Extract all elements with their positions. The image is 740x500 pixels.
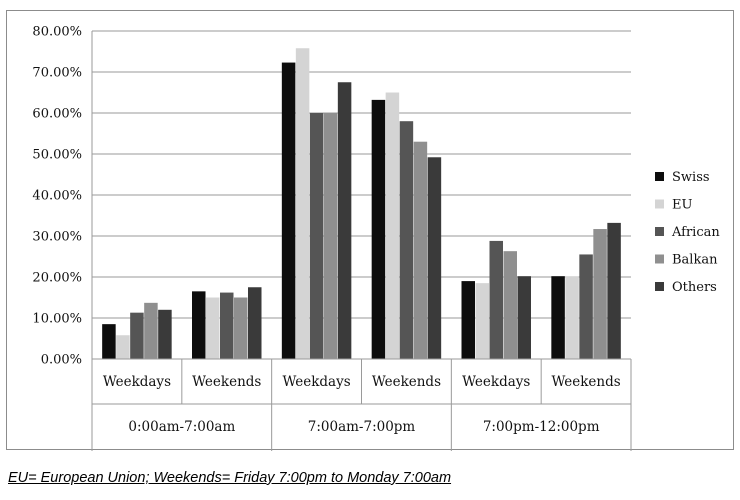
bar-swiss-5	[551, 276, 565, 359]
y-tick-label: 30.00%	[32, 230, 82, 245]
x-category-label: Weekdays	[282, 374, 350, 390]
bar-eu-0	[116, 335, 130, 359]
y-tick-label: 70.00%	[32, 66, 82, 81]
x-category-label: Weekends	[192, 374, 261, 390]
legend-swatch-african	[655, 227, 664, 236]
bar-african-5	[579, 254, 593, 359]
y-tick-label: 80.00%	[32, 25, 82, 40]
legend-label-african: African	[671, 225, 720, 240]
bar-balkan-3	[413, 141, 428, 359]
bar-balkan-1	[234, 297, 248, 359]
y-tick-label: 50.00%	[32, 148, 82, 163]
bar-eu-5	[565, 276, 579, 359]
bar-others-2	[337, 82, 352, 359]
bar-eu-4	[475, 283, 489, 359]
legend-label-swiss: Swiss	[672, 170, 710, 185]
x-category-label: Weekends	[372, 374, 441, 390]
x-group-label: 7:00pm-12:00pm	[483, 419, 600, 435]
x-category-label: Weekends	[551, 374, 620, 390]
legend-label-others: Others	[672, 280, 717, 295]
bar-swiss-2	[281, 62, 296, 359]
y-tick-label: 40.00%	[32, 189, 82, 204]
bar-african-0	[130, 312, 144, 359]
bar-african-1	[220, 292, 234, 359]
legend-label-balkan: Balkan	[672, 253, 718, 268]
y-tick-label: 0.00%	[41, 353, 82, 368]
bar-swiss-1	[192, 291, 206, 359]
x-category-label: Weekdays	[462, 374, 530, 390]
y-tick-label: 10.00%	[32, 312, 82, 327]
legend-swatch-eu	[655, 199, 664, 209]
bar-eu-2	[295, 48, 310, 359]
bar-others-3	[427, 157, 442, 359]
chart-frame: 0.00% 10.00% 20.00% 30.00% 40.00% 50.00% 60.00…	[6, 10, 734, 451]
bar-eu-1	[206, 297, 220, 359]
footnote: EU= European Union; Weekends= Friday 7:0…	[8, 470, 452, 486]
bar-swiss-0	[102, 324, 116, 359]
y-tick-label: 60.00%	[32, 107, 82, 122]
bar-african-3	[399, 121, 414, 359]
x-group-label: 0:00am-7:00am	[128, 419, 235, 435]
y-tick-label: 20.00%	[32, 271, 82, 286]
bar-balkan-5	[593, 229, 607, 359]
bar-eu-3	[385, 92, 400, 359]
legend-swatch-balkan	[655, 254, 664, 264]
legend-swatch-swiss	[655, 172, 664, 181]
bar-others-4	[517, 276, 531, 359]
bar-african-4	[489, 240, 503, 359]
bar-chart: 0.00% 10.00% 20.00% 30.00% 40.00% 50.00% 60.00…	[32, 25, 720, 451]
bar-swiss-3	[371, 99, 386, 359]
bar-african-2	[309, 113, 324, 359]
bar-others-1	[248, 287, 262, 359]
bar-others-5	[607, 222, 621, 359]
legend-label-eu: EU	[672, 198, 692, 213]
bar-balkan-0	[144, 302, 158, 359]
bar-swiss-4	[461, 281, 475, 359]
bar-balkan-4	[503, 251, 517, 359]
bar-balkan-2	[323, 113, 338, 359]
x-group-label: 7:00am-7:00pm	[308, 419, 416, 435]
x-category-label: Weekdays	[103, 374, 171, 390]
legend-swatch-others	[655, 282, 664, 291]
bar-others-0	[158, 309, 172, 359]
